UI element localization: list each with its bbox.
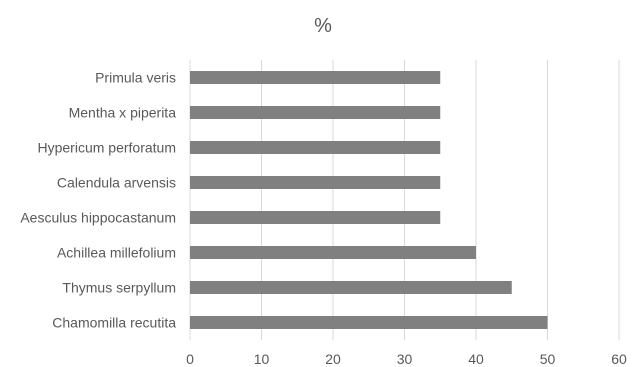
x-tick-label: 30 bbox=[397, 351, 413, 367]
bar bbox=[190, 246, 476, 259]
x-tick-labels: 0 10 20 30 40 50 60 bbox=[186, 351, 627, 367]
category-label: Chamomilla recutita bbox=[52, 315, 176, 331]
category-labels: Primula veris Mentha x piperita Hypericum … bbox=[20, 70, 176, 331]
category-label: Thymus serpyllum bbox=[62, 280, 176, 296]
x-tick-label: 10 bbox=[254, 351, 270, 367]
bar bbox=[190, 316, 548, 329]
bars bbox=[190, 71, 548, 329]
bar bbox=[190, 281, 512, 294]
x-tick-label: 50 bbox=[540, 351, 556, 367]
category-label: Calendula arvensis bbox=[57, 175, 176, 191]
x-tick-label: 60 bbox=[611, 351, 627, 367]
bar bbox=[190, 71, 441, 84]
bar bbox=[190, 141, 441, 154]
category-label: Primula veris bbox=[95, 70, 176, 86]
x-tick-label: 0 bbox=[186, 351, 194, 367]
chart-title: % bbox=[314, 15, 332, 37]
x-tick-label: 20 bbox=[325, 351, 341, 367]
category-label: Mentha x piperita bbox=[69, 105, 177, 121]
bar bbox=[190, 106, 441, 119]
category-label: Aesculus hippocastanum bbox=[20, 210, 176, 226]
bar bbox=[190, 176, 441, 189]
category-label: Hypericum perforatum bbox=[38, 140, 177, 156]
bar bbox=[190, 211, 441, 224]
gridlines bbox=[189, 60, 620, 340]
x-tick-label: 40 bbox=[468, 351, 484, 367]
category-label: Achillea millefolium bbox=[57, 245, 176, 261]
